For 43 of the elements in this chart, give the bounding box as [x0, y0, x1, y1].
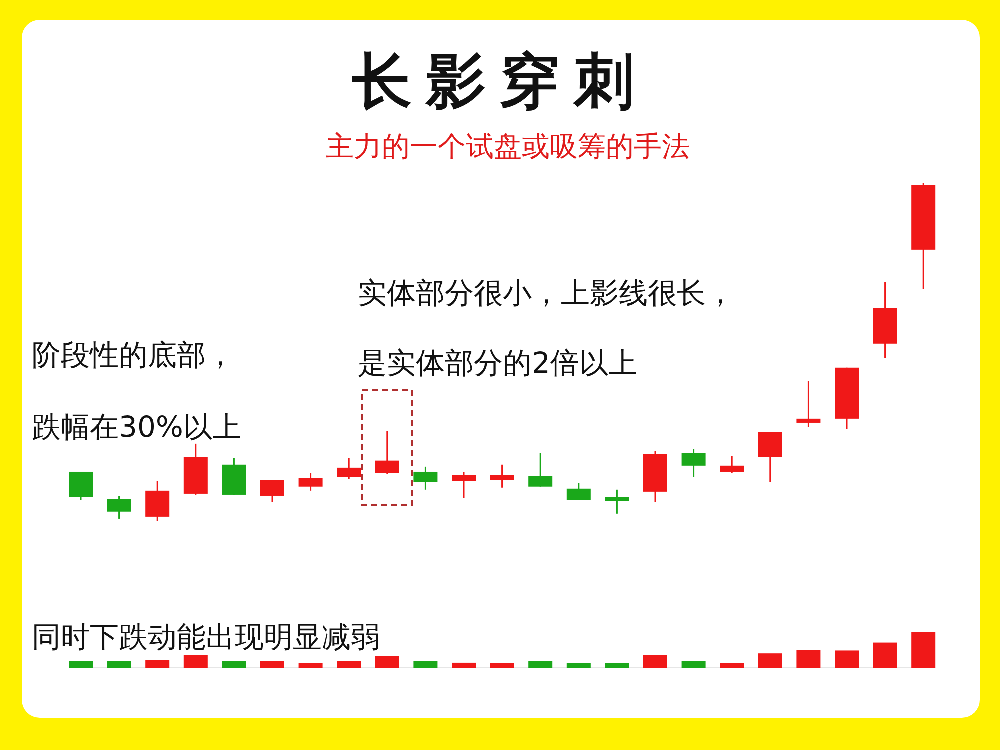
bar — [452, 662, 476, 668]
bar — [375, 656, 400, 668]
bar — [260, 661, 284, 668]
candlestick — [298, 472, 323, 492]
bar — [490, 663, 514, 668]
candlestick — [682, 448, 706, 478]
candlestick — [375, 430, 400, 475]
bar — [912, 632, 936, 668]
candlestick — [337, 457, 362, 480]
bar — [644, 655, 668, 668]
candlestick — [414, 466, 438, 491]
bar — [758, 654, 782, 668]
bar — [605, 663, 630, 668]
bar — [69, 661, 93, 668]
annotation: 阶段性的底部， — [32, 338, 235, 372]
annotation: 是实体部分的2倍以上 — [358, 346, 638, 380]
chart-title: 长影穿刺 — [352, 47, 648, 117]
candlestick — [605, 489, 630, 515]
bar — [184, 655, 208, 668]
candlestick — [490, 464, 514, 489]
candlestick — [528, 452, 553, 488]
bar — [298, 663, 323, 668]
candlestick — [720, 455, 744, 474]
candlestick — [260, 479, 284, 503]
bar — [682, 661, 706, 668]
candlestick — [566, 482, 591, 501]
bar — [414, 661, 438, 668]
bar — [873, 642, 898, 668]
candlestick — [796, 380, 821, 428]
bar — [337, 661, 362, 668]
chart-subtitle: 主力的一个试盘或吸筹的手法 — [326, 130, 690, 163]
bar — [720, 663, 744, 668]
annotation: 同时下跌动能出现明显减弱 — [32, 620, 380, 654]
bar — [835, 650, 859, 668]
bar — [796, 650, 821, 668]
bar — [222, 661, 246, 668]
annotation: 实体部分很小，上影线很长， — [358, 276, 735, 310]
bar — [107, 661, 132, 668]
bar — [146, 660, 170, 668]
bar — [528, 661, 553, 668]
annotation: 跌幅在30%以上 — [32, 410, 242, 444]
bar — [566, 663, 591, 668]
candlestick — [452, 471, 476, 499]
